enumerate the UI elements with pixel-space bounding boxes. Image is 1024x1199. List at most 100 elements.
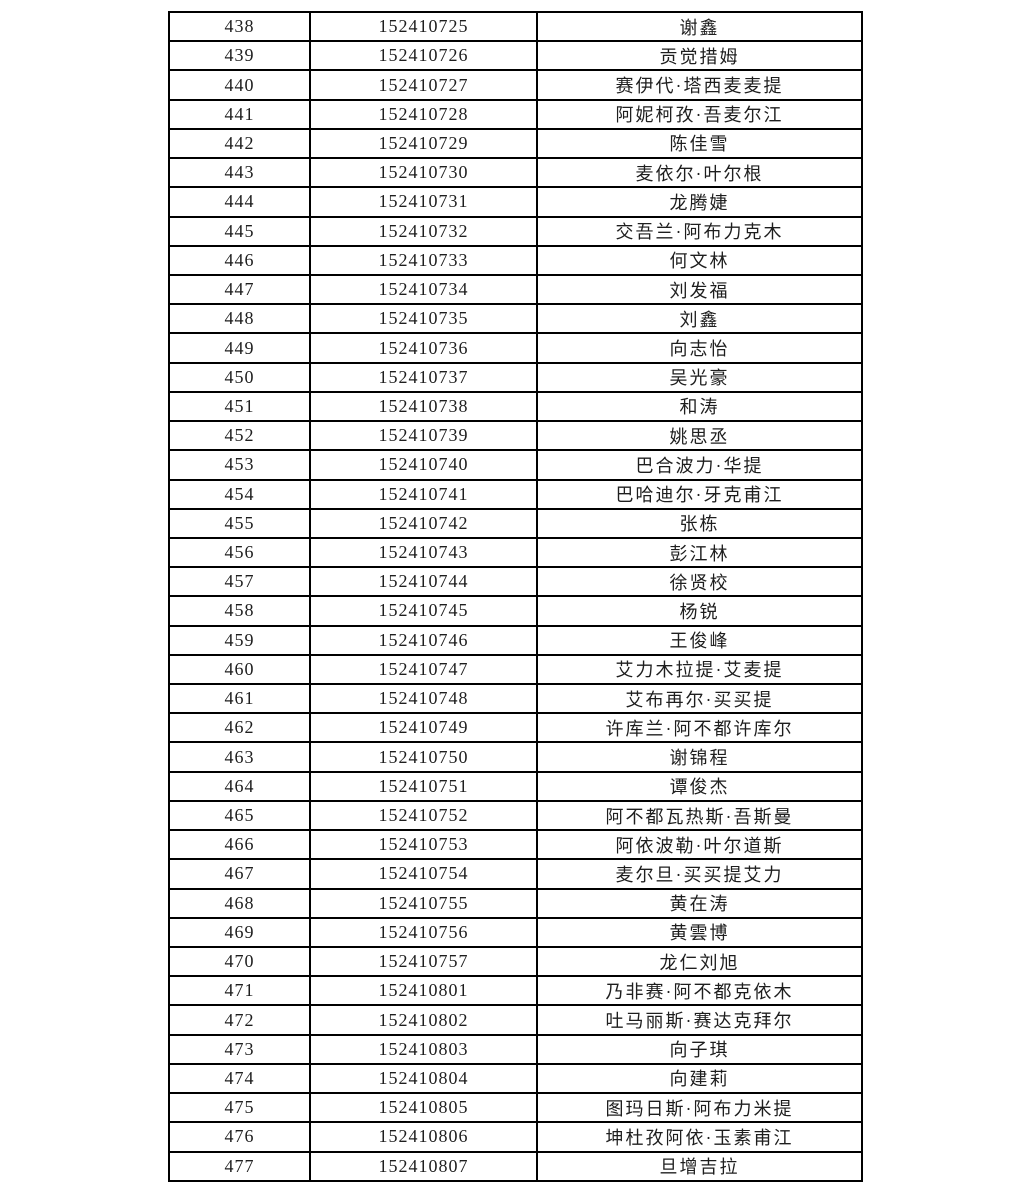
student-name-cell: 阿依波勒·叶尔道斯	[536, 829, 863, 861]
table-row: 458 152410745 杨锐	[168, 595, 863, 627]
student-name-cell: 旦增吉拉	[536, 1150, 863, 1183]
student-name-cell: 阿不都瓦热斯·吾斯曼	[536, 799, 863, 832]
row-number-cell: 467	[168, 858, 311, 890]
table-row: 454 152410741 巴哈迪尔·牙克甫江	[168, 478, 863, 510]
row-number-cell: 469	[168, 916, 311, 949]
exam-number-cell: 152410738	[309, 390, 538, 423]
student-name-cell: 谢鑫	[536, 10, 863, 43]
exam-number-cell: 152410752	[309, 799, 538, 832]
row-number-cell: 457	[168, 566, 311, 598]
student-name-cell: 巴合波力·华提	[536, 449, 863, 481]
row-number-cell: 453	[168, 449, 311, 481]
table-row: 459 152410746 王俊峰	[168, 624, 863, 656]
student-name-cell: 阿妮柯孜·吾麦尔江	[536, 98, 863, 130]
student-name-cell: 黄在涛	[536, 887, 863, 919]
row-number-cell: 442	[168, 127, 311, 160]
table-row: 475 152410805 图玛日斯·阿布力米提	[168, 1092, 863, 1124]
row-number-cell: 475	[168, 1092, 311, 1124]
row-number-cell: 451	[168, 390, 311, 423]
student-name-cell: 谢锦程	[536, 741, 863, 773]
table-row: 444 152410731 龙腾婕	[168, 186, 863, 218]
row-number-cell: 470	[168, 945, 311, 978]
student-name-cell: 许库兰·阿不都许库尔	[536, 712, 863, 744]
table-row: 440 152410727 赛伊代·塔西麦麦提	[168, 69, 863, 101]
row-number-cell: 448	[168, 303, 311, 335]
roster-body: 438 152410725 谢鑫 439 152410726 贡觉措姆 440 1524107…	[168, 10, 863, 1183]
exam-number-cell: 152410742	[309, 507, 538, 539]
table-row: 463 152410750 谢锦程	[168, 741, 863, 773]
table-row: 450 152410737 吴光豪	[168, 361, 863, 393]
row-number-cell: 456	[168, 536, 311, 569]
exam-number-cell: 152410757	[309, 945, 538, 978]
exam-number-cell: 152410741	[309, 478, 538, 510]
row-number-cell: 445	[168, 215, 311, 247]
exam-number-cell: 152410736	[309, 332, 538, 364]
table-row: 462 152410749 许库兰·阿不都许库尔	[168, 712, 863, 744]
row-number-cell: 471	[168, 975, 311, 1007]
student-name-cell: 姚思丞	[536, 420, 863, 452]
table-row: 477 152410807 旦增吉拉	[168, 1150, 863, 1183]
row-number-cell: 472	[168, 1004, 311, 1036]
row-number-cell: 443	[168, 157, 311, 189]
student-name-cell: 吐马丽斯·赛达克拜尔	[536, 1004, 863, 1036]
exam-number-cell: 152410807	[309, 1150, 538, 1183]
row-number-cell: 438	[168, 10, 311, 43]
student-name-cell: 麦依尔·叶尔根	[536, 157, 863, 189]
row-number-cell: 450	[168, 361, 311, 393]
exam-number-cell: 152410731	[309, 186, 538, 218]
student-name-cell: 巴哈迪尔·牙克甫江	[536, 478, 863, 510]
exam-number-cell: 152410804	[309, 1062, 538, 1095]
student-name-cell: 交吾兰·阿布力克木	[536, 215, 863, 247]
row-number-cell: 449	[168, 332, 311, 364]
student-name-cell: 艾布再尔·买买提	[536, 683, 863, 715]
student-name-cell: 陈佳雪	[536, 127, 863, 160]
row-number-cell: 440	[168, 69, 311, 101]
student-name-cell: 图玛日斯·阿布力米提	[536, 1092, 863, 1124]
student-name-cell: 和涛	[536, 390, 863, 423]
table-row: 446 152410733 何文林	[168, 244, 863, 276]
exam-number-cell: 152410740	[309, 449, 538, 481]
exam-number-cell: 152410746	[309, 624, 538, 656]
row-number-cell: 447	[168, 273, 311, 306]
student-name-cell: 杨锐	[536, 595, 863, 627]
table-row: 455 152410742 张栋	[168, 507, 863, 539]
row-number-cell: 477	[168, 1150, 311, 1183]
table-row: 441 152410728 阿妮柯孜·吾麦尔江	[168, 98, 863, 130]
table-row: 443 152410730 麦依尔·叶尔根	[168, 157, 863, 189]
row-number-cell: 454	[168, 478, 311, 510]
table-row: 442 152410729 陈佳雪	[168, 127, 863, 160]
exam-number-cell: 152410803	[309, 1033, 538, 1065]
exam-number-cell: 152410806	[309, 1121, 538, 1153]
table-row: 451 152410738 和涛	[168, 390, 863, 423]
exam-number-cell: 152410750	[309, 741, 538, 773]
exam-number-cell: 152410751	[309, 770, 538, 802]
student-name-cell: 向建莉	[536, 1062, 863, 1095]
row-number-cell: 465	[168, 799, 311, 832]
exam-number-cell: 152410737	[309, 361, 538, 393]
student-name-cell: 乃非赛·阿不都克依木	[536, 975, 863, 1007]
exam-number-cell: 152410732	[309, 215, 538, 247]
table-row: 447 152410734 刘发福	[168, 273, 863, 306]
exam-number-cell: 152410749	[309, 712, 538, 744]
exam-number-cell: 152410733	[309, 244, 538, 276]
student-name-cell: 刘鑫	[536, 303, 863, 335]
table-row: 465 152410752 阿不都瓦热斯·吾斯曼	[168, 799, 863, 832]
student-name-cell: 张栋	[536, 507, 863, 539]
student-name-cell: 王俊峰	[536, 624, 863, 656]
table-row: 453 152410740 巴合波力·华提	[168, 449, 863, 481]
table-row: 445 152410732 交吾兰·阿布力克木	[168, 215, 863, 247]
table-row: 461 152410748 艾布再尔·买买提	[168, 683, 863, 715]
student-name-cell: 赛伊代·塔西麦麦提	[536, 69, 863, 101]
table-row: 438 152410725 谢鑫	[168, 10, 863, 43]
row-number-cell: 473	[168, 1033, 311, 1065]
student-name-cell: 何文林	[536, 244, 863, 276]
exam-number-cell: 152410735	[309, 303, 538, 335]
row-number-cell: 474	[168, 1062, 311, 1095]
row-number-cell: 460	[168, 653, 311, 686]
table-row: 472 152410802 吐马丽斯·赛达克拜尔	[168, 1004, 863, 1036]
row-number-cell: 452	[168, 420, 311, 452]
exam-number-cell: 152410756	[309, 916, 538, 949]
row-number-cell: 466	[168, 829, 311, 861]
table-row: 452 152410739 姚思丞	[168, 420, 863, 452]
